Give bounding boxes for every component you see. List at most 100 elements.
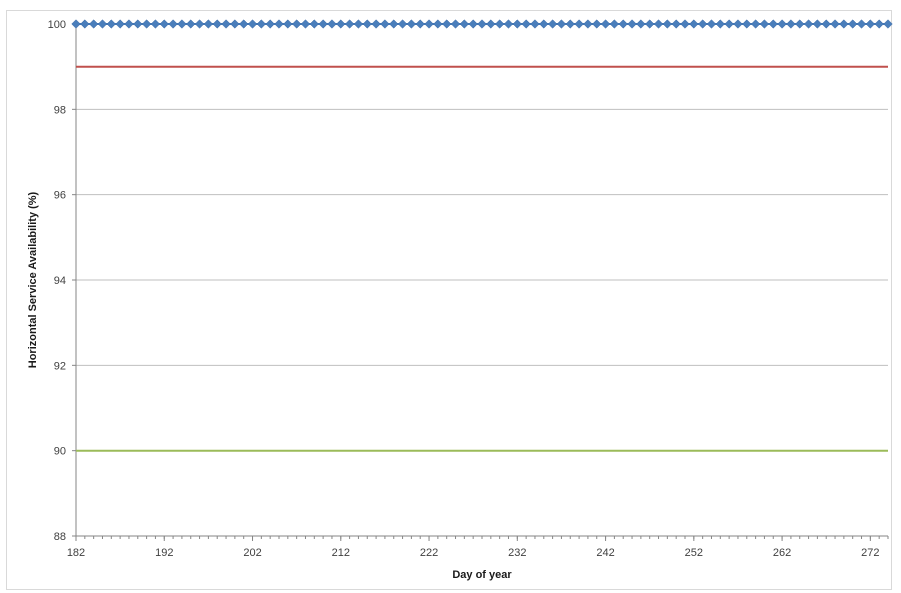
series-1: [71, 19, 893, 29]
data-point: [88, 19, 99, 29]
data-point: [450, 19, 461, 29]
data-point: [865, 19, 876, 29]
data-point: [715, 19, 725, 29]
data-point: [618, 19, 628, 29]
data-point: [812, 19, 823, 29]
data-point: [336, 19, 346, 29]
data-point: [256, 19, 267, 29]
data-point: [777, 19, 787, 29]
data-point: [239, 19, 249, 29]
x-tick-label: 232: [508, 547, 526, 559]
data-point: [521, 19, 531, 29]
data-point: [309, 19, 319, 29]
data-point: [389, 19, 399, 29]
data-point: [556, 19, 567, 29]
data-point: [133, 19, 143, 29]
data-point: [71, 19, 81, 29]
x-tick-label: 272: [861, 547, 879, 559]
gridlines: [76, 23, 888, 452]
data-point: [697, 19, 708, 29]
data-point: [150, 19, 161, 29]
data-point: [247, 19, 258, 29]
data-point: [477, 19, 487, 29]
data-point: [583, 19, 593, 29]
data-point: [230, 19, 240, 29]
y-tick-label: 88: [54, 531, 66, 543]
data-point: [177, 19, 187, 29]
data-point: [486, 19, 496, 29]
data-point: [742, 19, 752, 29]
data-point: [433, 19, 443, 29]
tick-labels: 88 90 92 94 96 98 100 182 192 202 212 222 232 242 252 2…: [48, 19, 880, 559]
data-point: [759, 19, 770, 29]
y-axis-title: Horizontal Service Availability (%): [27, 191, 39, 368]
data-point: [203, 19, 214, 29]
data-point: [397, 19, 408, 29]
y-tick-label: 96: [54, 190, 66, 202]
data-point: [80, 19, 90, 29]
data-point: [318, 19, 328, 29]
x-tick-label: 242: [596, 547, 614, 559]
data-point: [874, 19, 884, 29]
data-point: [106, 19, 116, 29]
data-point: [821, 19, 831, 29]
data-point: [291, 19, 302, 29]
data-point: [344, 19, 355, 29]
data-point: [645, 19, 655, 29]
data-point: [124, 19, 134, 29]
data-point: [494, 19, 505, 29]
x-tick-label: 222: [420, 547, 438, 559]
data-point: [592, 19, 602, 29]
data-point: [539, 19, 549, 29]
data-point: [547, 19, 558, 29]
data-point: [803, 19, 814, 29]
data-point: [115, 19, 125, 29]
data-point: [662, 19, 673, 29]
y-tick-label: 98: [54, 104, 66, 116]
x-tick-label: 262: [773, 547, 791, 559]
data-point: [680, 19, 690, 29]
data-point: [856, 19, 867, 29]
data-point: [459, 19, 470, 29]
data-point: [609, 19, 620, 29]
data-point: [194, 19, 205, 29]
series: [71, 19, 893, 452]
data-point: [503, 19, 514, 29]
data-point: [353, 19, 364, 29]
y-tick-label: 92: [54, 360, 66, 372]
data-point: [424, 19, 434, 29]
data-point: [653, 19, 664, 29]
data-point: [265, 19, 275, 29]
data-point: [168, 19, 178, 29]
data-point: [724, 19, 734, 29]
data-point: [671, 19, 681, 29]
data-point: [689, 19, 699, 29]
data-point: [574, 19, 584, 29]
x-tick-label: 252: [685, 547, 703, 559]
x-tick-label: 212: [332, 547, 350, 559]
data-point: [468, 19, 478, 29]
data-point: [97, 19, 108, 29]
data-point: [300, 19, 311, 29]
axes: [72, 23, 889, 541]
data-point: [733, 19, 743, 29]
data-point: [159, 19, 169, 29]
y-tick-label: 90: [54, 446, 66, 458]
data-point: [406, 19, 417, 29]
data-point: [706, 19, 717, 29]
data-point: [530, 19, 540, 29]
data-point: [883, 19, 893, 29]
x-tick-label: 182: [67, 547, 85, 559]
data-point: [283, 19, 293, 29]
data-point: [627, 19, 637, 29]
chart-frame: [6, 10, 892, 590]
y-tick-label: 100: [48, 19, 66, 31]
data-point: [212, 19, 222, 29]
data-point: [371, 19, 381, 29]
x-tick-label: 202: [243, 547, 261, 559]
data-point: [830, 19, 840, 29]
data-point: [600, 19, 611, 29]
data-point: [221, 19, 231, 29]
data-point: [795, 19, 805, 29]
